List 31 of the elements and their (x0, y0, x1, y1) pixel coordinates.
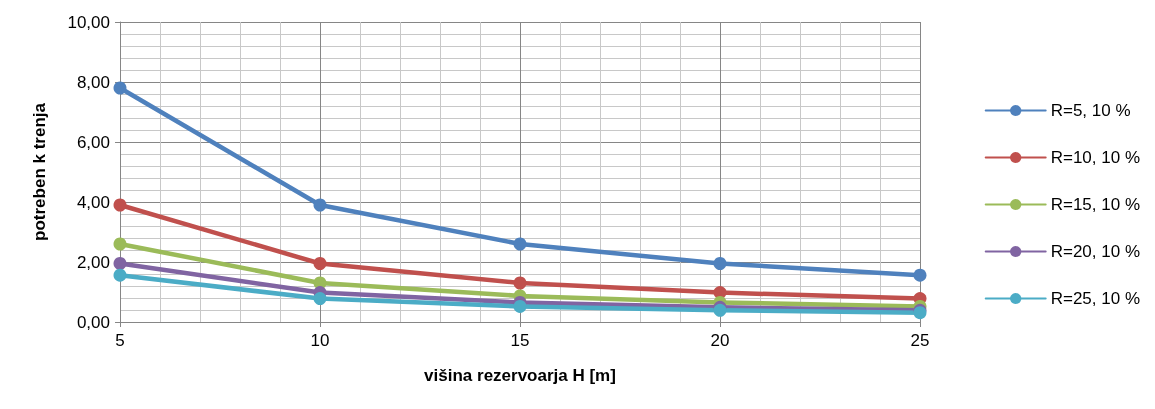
legend-label: R=20, 10 % (1050, 242, 1140, 261)
legend-label: R=10, 10 % (1050, 148, 1140, 167)
point (313, 198, 327, 212)
point (713, 257, 727, 270)
point (113, 268, 127, 282)
legend-label: R=5, 10 % (1050, 101, 1131, 120)
y-tick-label: 10,00 (67, 12, 110, 32)
point (513, 299, 527, 313)
y-tick-label: 8,00 (76, 72, 110, 92)
y-tick-label: 2,00 (76, 252, 110, 272)
point (113, 81, 127, 95)
legend-label: R=15, 10 % (1050, 195, 1140, 214)
point (113, 198, 127, 212)
point (513, 276, 527, 290)
x-tick-label: 5 (115, 331, 125, 350)
x-tick-label: 15 (510, 331, 530, 350)
point (313, 292, 327, 306)
x-tick-label: 25 (910, 331, 930, 350)
x-tick-label: 10 (310, 331, 330, 350)
point (313, 257, 327, 270)
point (513, 237, 527, 251)
point (913, 268, 927, 282)
y-tick-label: 0,00 (76, 312, 110, 332)
legend-label: R=25, 10 % (1050, 289, 1140, 308)
x-axis-title: višina rezervoarja H [m] (424, 366, 616, 385)
x-tick-label: 20 (710, 331, 730, 350)
point (113, 237, 127, 251)
y-tick-label: 6,00 (76, 132, 110, 152)
y-tick-label: 4,00 (76, 192, 110, 212)
y-axis-title: potreben k trenja (30, 102, 49, 241)
point (113, 257, 127, 270)
